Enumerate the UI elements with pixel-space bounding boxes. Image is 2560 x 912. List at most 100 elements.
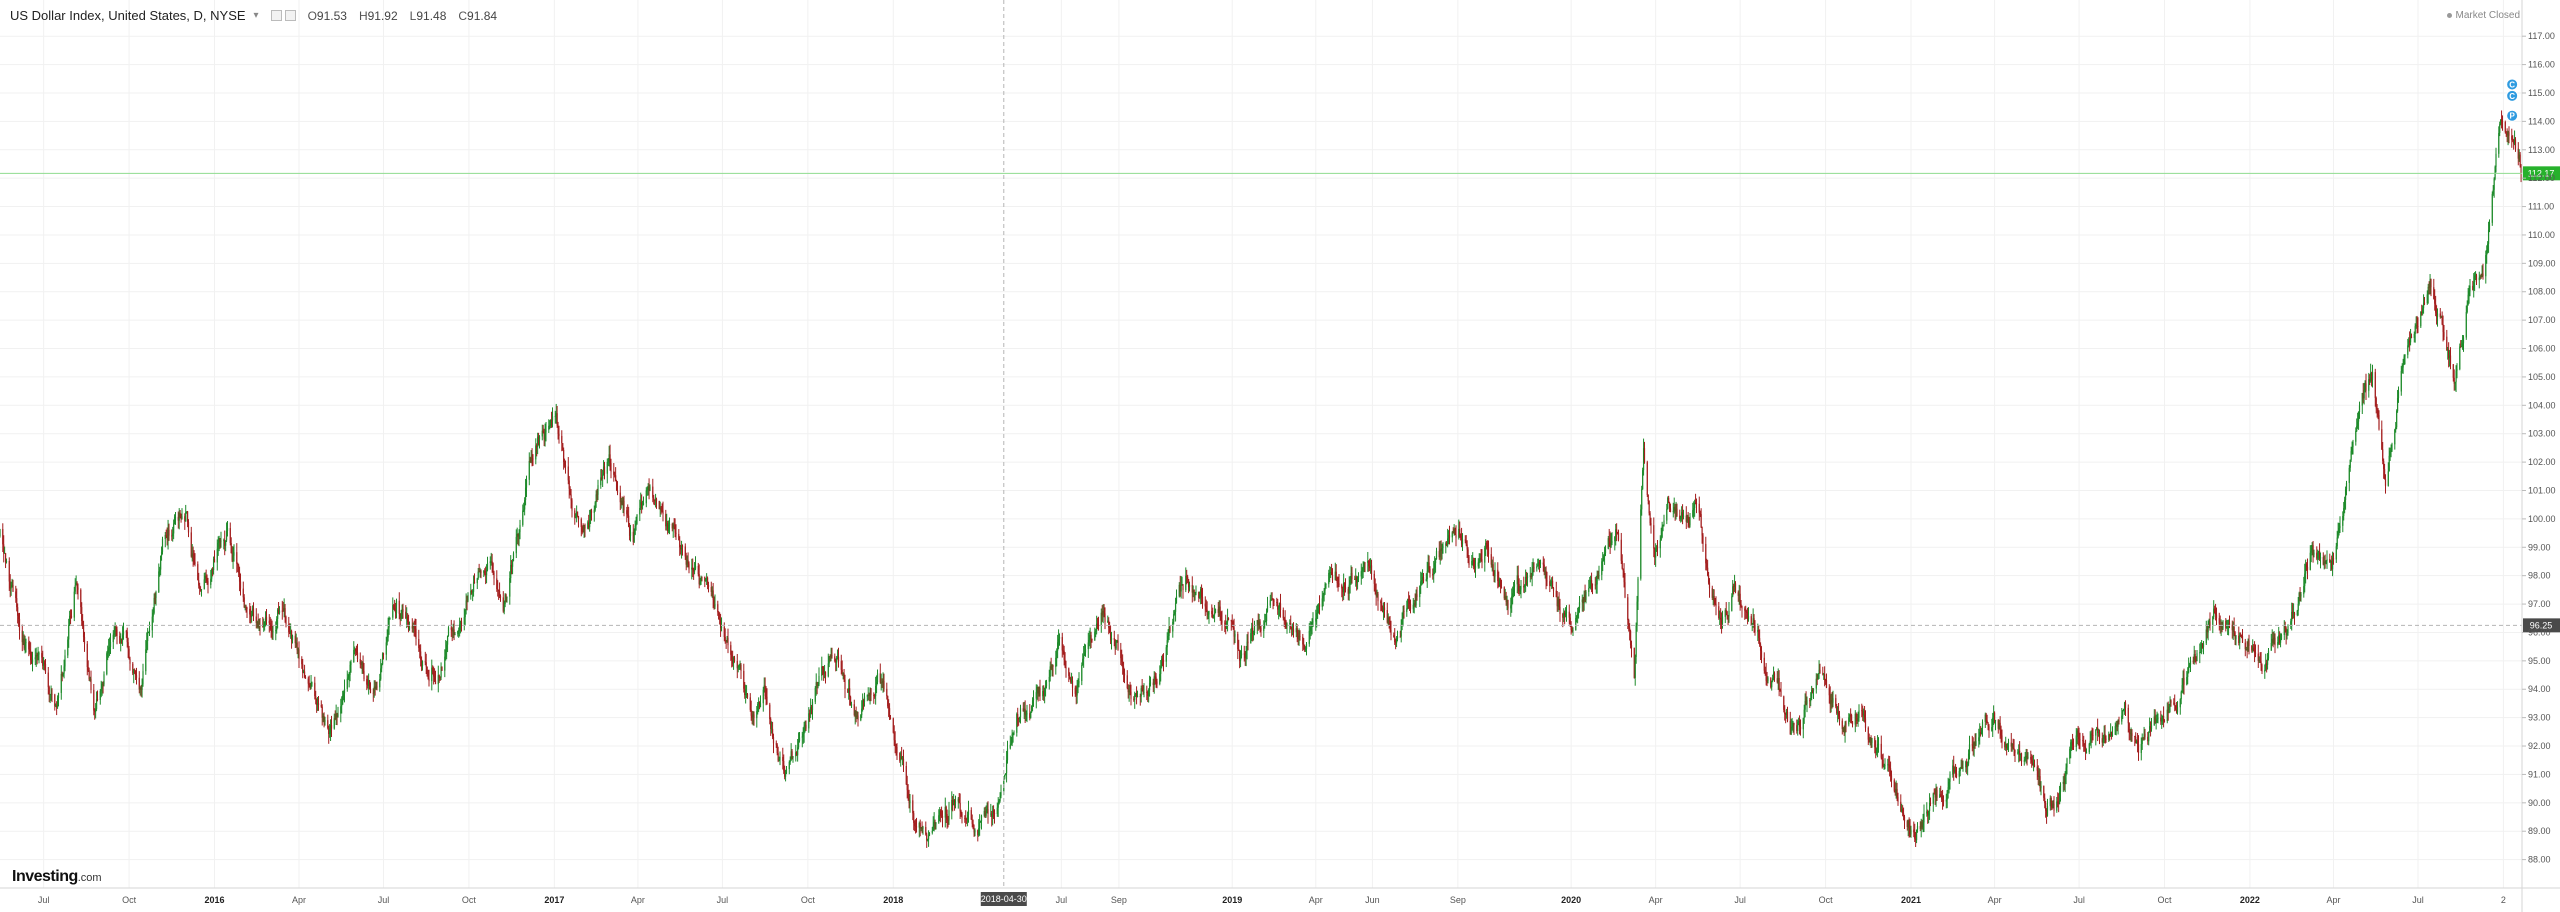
candle-body: [2227, 626, 2229, 628]
candle-body: [1401, 619, 1403, 626]
candle-body: [973, 828, 975, 833]
candle-body: [2162, 715, 2164, 719]
candle-body: [1797, 721, 1799, 731]
candle-body: [1088, 639, 1090, 643]
candle-body: [1935, 789, 1937, 798]
candle-body: [492, 563, 494, 573]
candle-body: [1965, 761, 1967, 768]
candle-body: [1569, 617, 1571, 626]
candle-body: [348, 675, 350, 678]
candle-body: [1752, 618, 1754, 624]
candle-body: [946, 814, 948, 820]
candle-body: [1934, 794, 1936, 798]
candle-body: [2426, 294, 2428, 304]
candle-body: [971, 819, 973, 824]
candle-body: [1038, 687, 1040, 694]
candle-body: [106, 653, 108, 675]
candle-body: [1063, 650, 1065, 660]
candle-body: [1511, 596, 1513, 606]
candle-body: [815, 682, 817, 688]
candle-body: [830, 655, 832, 658]
candle-body: [375, 686, 377, 689]
candle-body: [529, 460, 531, 463]
candle-body: [411, 626, 413, 629]
candle-body: [109, 642, 112, 647]
candle-body: [2374, 372, 2376, 399]
candle-body: [1290, 623, 1292, 629]
candle-body: [1900, 801, 1902, 812]
candle-body: [778, 759, 780, 761]
candle-body: [1295, 628, 1297, 632]
candle-body: [1013, 732, 1015, 734]
candle-body: [2390, 450, 2392, 452]
candle-body: [907, 790, 909, 798]
candle-body: [1439, 549, 1441, 558]
time-axis[interactable]: Jul Oct 2016 Apr Jul Oct 2017 Apr Jul Oct 2018 Jul S…: [0, 887, 2560, 905]
candle-body: [1161, 658, 1163, 667]
candle-body: [1297, 632, 1299, 640]
candle-body: [531, 457, 533, 459]
settings-square-icon[interactable]: [284, 10, 296, 21]
candle-body: [272, 631, 274, 633]
candle-body: [1258, 621, 1260, 626]
candle-body: [1318, 604, 1321, 607]
candle-body: [2433, 287, 2435, 299]
candle-body: [1714, 600, 1716, 604]
candle-body: [843, 673, 845, 680]
candle-body: [584, 525, 586, 529]
candle-body: [537, 436, 539, 448]
candle-body: [2278, 635, 2280, 643]
candle-body: [347, 677, 349, 679]
legend-toggle-icons[interactable]: [270, 10, 296, 21]
candle-body: [1102, 611, 1104, 616]
price-axis[interactable]: 88.0089.0090.0091.0092.0093.0094.0095.00…: [2521, 0, 2556, 912]
candle-body: [95, 699, 98, 709]
candle-body: [1434, 559, 1437, 564]
candle-body: [1546, 580, 1548, 582]
candle-body: [920, 827, 922, 829]
candle-body: [627, 514, 629, 516]
candle-body: [185, 511, 187, 522]
candle-body: [889, 718, 892, 719]
candle-body: [724, 636, 726, 641]
candle-body: [2108, 734, 2110, 740]
candle-body: [2201, 643, 2203, 652]
candle-body: [133, 669, 135, 674]
candle-body: [238, 572, 241, 582]
candle-body: [459, 624, 461, 631]
candle-body: [2200, 651, 2202, 653]
candle-body: [1156, 681, 1158, 685]
candle-body: [1426, 571, 1428, 580]
candle-body: [1823, 674, 1825, 675]
candle-body: [753, 714, 755, 719]
candle-body: [1438, 551, 1440, 558]
candle-body: [301, 659, 303, 665]
ohlc-high: H91.92: [359, 9, 398, 23]
candle-body: [2292, 611, 2294, 613]
chevron-down-icon[interactable]: ▾: [253, 10, 259, 21]
price-tick-label: 112.00: [2528, 173, 2555, 183]
symbol-title[interactable]: US Dollar Index, United States, D, NYSE: [10, 8, 246, 23]
candle-body: [73, 591, 75, 618]
candle-body: [705, 578, 707, 582]
candle-body: [634, 525, 636, 535]
price-tick-label: 100.00: [2528, 514, 2556, 524]
candle-body: [791, 751, 793, 758]
candle-body: [1256, 620, 1258, 625]
candle-body: [1640, 509, 1642, 579]
candle-body: [1693, 508, 1695, 511]
candle-body: [1530, 575, 1532, 578]
candle-body: [213, 559, 216, 563]
candle-body: [1695, 503, 1698, 504]
candle-body: [2052, 803, 2054, 808]
candle-body: [874, 695, 876, 697]
hide-series-icon[interactable]: [270, 10, 282, 21]
candle-body: [316, 698, 318, 705]
candle-body: [2149, 726, 2152, 730]
candle-body: [2277, 642, 2279, 646]
candle-body: [43, 662, 46, 664]
candle-body: [24, 642, 26, 649]
price-tick-label: 91.00: [2528, 769, 2551, 779]
candle-body: [342, 693, 345, 696]
